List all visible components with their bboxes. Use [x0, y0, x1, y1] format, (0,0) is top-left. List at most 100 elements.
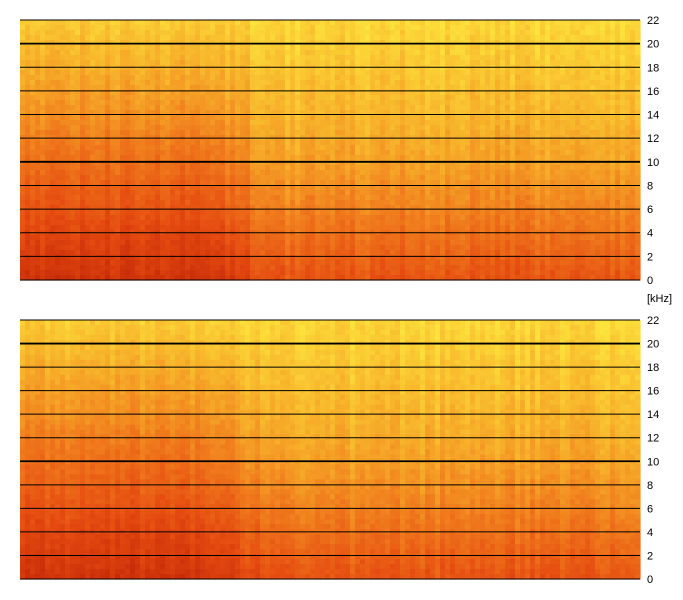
heatmap-cell	[450, 160, 456, 166]
heatmap-cell	[385, 200, 391, 206]
heatmap-cell	[215, 275, 221, 281]
heatmap-cell	[305, 150, 311, 156]
heatmap-cell	[190, 60, 196, 66]
heatmap-cell	[225, 45, 231, 51]
heatmap-cell	[125, 120, 131, 126]
heatmap-cell	[210, 145, 216, 151]
heatmap-cell	[265, 160, 271, 166]
heatmap-cell	[215, 50, 221, 56]
heatmap-cell	[115, 250, 121, 256]
heatmap-cell	[485, 150, 491, 156]
heatmap-cell	[90, 195, 96, 201]
heatmap-cell	[295, 250, 301, 256]
heatmap-cell	[260, 145, 266, 151]
heatmap-cell	[45, 250, 51, 256]
heatmap-cell	[270, 55, 276, 61]
heatmap-cell	[300, 30, 306, 36]
heatmap-cell	[55, 130, 61, 136]
heatmap-cell	[350, 30, 356, 36]
heatmap-cell	[155, 245, 161, 251]
heatmap-cell	[25, 20, 31, 26]
heatmap-cell	[35, 170, 41, 176]
heatmap-cell	[130, 180, 136, 186]
heatmap-cell	[220, 165, 226, 171]
heatmap-cell	[230, 255, 236, 261]
heatmap-cell	[355, 205, 361, 211]
heatmap-cell	[450, 110, 456, 116]
heatmap-cell	[480, 60, 486, 66]
heatmap-cell	[205, 200, 211, 206]
heatmap-cell	[75, 55, 81, 61]
heatmap-cell	[55, 175, 61, 181]
heatmap-cell	[260, 265, 266, 271]
heatmap-cell	[65, 45, 71, 51]
heatmap-cell	[115, 70, 121, 76]
heatmap-cell	[315, 185, 321, 191]
heatmap-cell	[290, 235, 296, 241]
heatmap-cell	[465, 95, 471, 101]
heatmap-cell	[305, 25, 311, 31]
heatmap-cell	[20, 70, 26, 76]
heatmap-cell	[270, 75, 276, 81]
heatmap-cell	[405, 235, 411, 241]
heatmap-cell	[185, 180, 191, 186]
heatmap-cell	[65, 100, 71, 106]
heatmap-cell	[380, 260, 386, 266]
heatmap-cell	[95, 260, 101, 266]
heatmap-cell	[305, 215, 311, 221]
heatmap-cell	[275, 200, 281, 206]
heatmap-cell	[210, 20, 216, 26]
heatmap-cell	[125, 270, 131, 276]
heatmap-cell	[290, 180, 296, 186]
heatmap-cell	[300, 70, 306, 76]
heatmap-cell	[230, 185, 236, 191]
heatmap-cell	[480, 120, 486, 126]
heatmap-cell	[180, 100, 186, 106]
heatmap-cell	[320, 110, 326, 116]
heatmap-cell	[125, 130, 131, 136]
heatmap-cell	[55, 95, 61, 101]
heatmap-cell	[205, 45, 211, 51]
heatmap-cell	[185, 185, 191, 191]
heatmap-cell	[40, 105, 46, 111]
heatmap-cell	[340, 150, 346, 156]
heatmap-cell	[250, 220, 256, 226]
heatmap-cell	[165, 245, 171, 251]
heatmap-cell	[115, 275, 121, 281]
heatmap-cell	[100, 50, 106, 56]
heatmap-cell	[55, 100, 61, 106]
heatmap-cell	[145, 80, 151, 86]
heatmap-cell	[30, 195, 36, 201]
heatmap-cell	[90, 20, 96, 26]
heatmap-cell	[420, 160, 426, 166]
heatmap-cell	[50, 275, 56, 281]
heatmap-cell	[345, 20, 351, 26]
heatmap-cell	[475, 245, 481, 251]
heatmap-cell	[110, 145, 116, 151]
heatmap-cell	[120, 30, 126, 36]
heatmap-cell	[425, 145, 431, 151]
heatmap-cell	[210, 90, 216, 96]
heatmap-cell	[365, 195, 371, 201]
heatmap-cell	[45, 60, 51, 66]
heatmap-cell	[415, 30, 421, 36]
heatmap-cell	[255, 250, 261, 256]
heatmap-cell	[30, 210, 36, 216]
heatmap-cell	[360, 175, 366, 181]
heatmap-cell	[70, 55, 76, 61]
heatmap-cell	[360, 95, 366, 101]
heatmap-cell	[440, 155, 446, 161]
heatmap-cell	[30, 90, 36, 96]
heatmap-cell	[255, 220, 261, 226]
heatmap-cell	[200, 30, 206, 36]
heatmap-cell	[370, 60, 376, 66]
heatmap-cell	[85, 160, 91, 166]
heatmap-cell	[105, 90, 111, 96]
heatmap-cell	[300, 90, 306, 96]
heatmap-cell	[145, 115, 151, 121]
heatmap-cell	[60, 145, 66, 151]
heatmap-cell	[455, 245, 461, 251]
heatmap-cell	[315, 145, 321, 151]
heatmap-cell	[215, 240, 221, 246]
heatmap-cell	[315, 130, 321, 136]
